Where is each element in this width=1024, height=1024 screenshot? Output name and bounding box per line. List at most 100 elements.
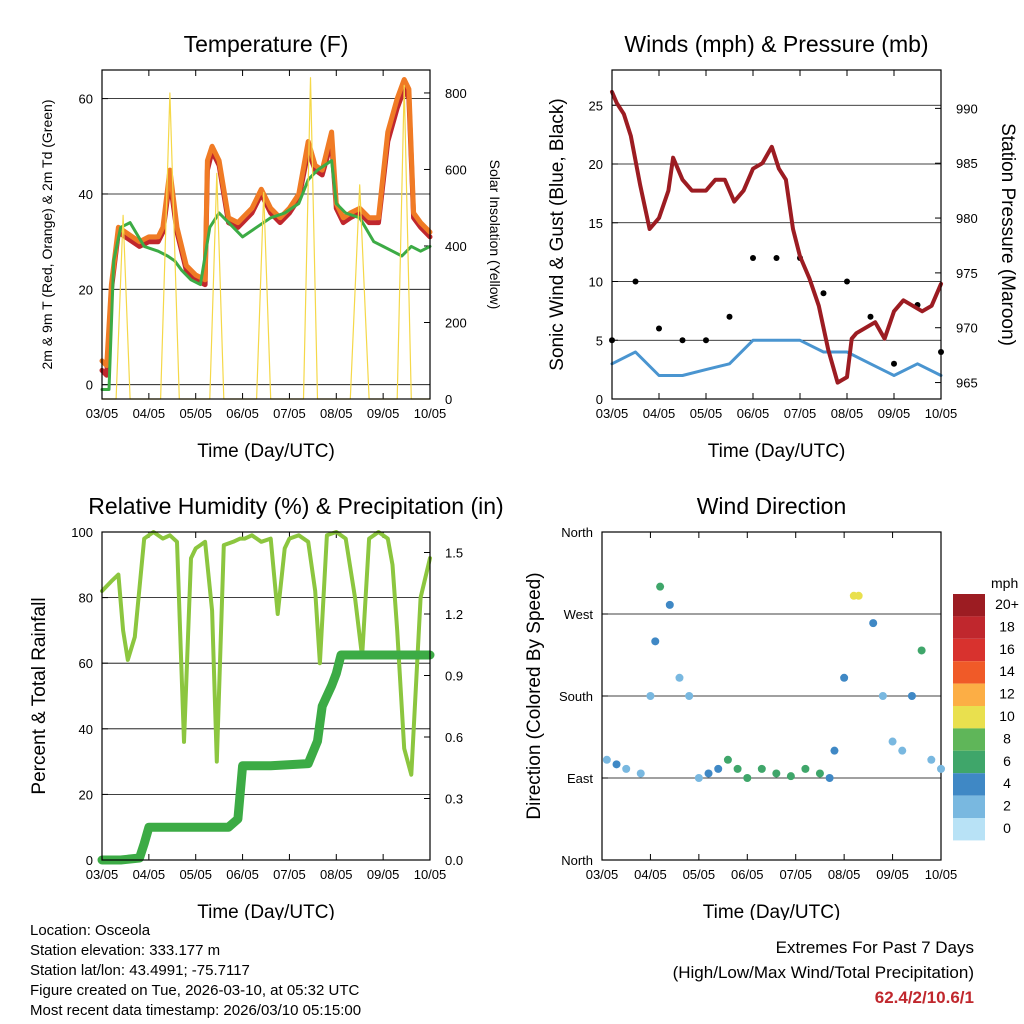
created-text: Figure created on Tue, 2026-03-10, at 05… (30, 982, 360, 999)
data-point (820, 290, 827, 297)
x-tick-label: 07/05 (784, 406, 817, 421)
legend-swatch (953, 594, 985, 617)
x-tick-label: 06/05 (731, 867, 764, 882)
data-point (636, 769, 645, 778)
x-tick-label: 10/05 (414, 406, 447, 421)
legend-title: mph (991, 575, 1018, 591)
series-relative-humidity (100, 530, 432, 777)
data-point (937, 764, 945, 773)
series-gust (609, 255, 944, 367)
y-tick-label: 25 (589, 98, 603, 113)
location-text: Location: Osceola (30, 922, 151, 939)
y-right-tick-label: 0.6 (445, 730, 463, 745)
x-tick-label: 05/05 (179, 867, 212, 882)
data-point (773, 255, 780, 261)
x-tick-label: 10/05 (414, 867, 447, 882)
y-right-tick-label: 800 (445, 86, 467, 101)
x-tick-label: 07/05 (779, 867, 812, 882)
data-point (704, 769, 713, 778)
x-tick-label: 04/05 (133, 406, 166, 421)
y-axis-label: Sonic Wind & Gust (Blue, Black) (547, 98, 568, 370)
series-sonic-wind (610, 338, 943, 377)
data-point (750, 255, 756, 261)
y-tick-label: 0 (86, 853, 93, 868)
extremes-box: Extremes For Past 7 Days (High/Low/Max W… (673, 935, 974, 1010)
x-tick-label: 03/05 (86, 406, 119, 421)
y-right-tick-label: 975 (956, 266, 978, 281)
data-point (714, 764, 723, 773)
x-tick-label: 09/05 (367, 867, 400, 882)
y-tick-label: 0 (596, 392, 603, 407)
y-right-tick-label: 1.2 (445, 607, 463, 622)
data-point (685, 692, 694, 700)
y-tick-label: 60 (79, 92, 93, 107)
data-point (694, 774, 703, 782)
y-tick-label: 10 (589, 275, 603, 290)
x-tick-label: 06/05 (226, 406, 259, 421)
x-axis-label: Time (Day/UTC) (197, 441, 335, 462)
latlon-text: Station lat/lon: 43.4991; -75.7117 (30, 962, 250, 979)
data-point (646, 692, 655, 700)
legend-label: 4 (1003, 775, 1011, 791)
y-right-tick-label: 1.5 (445, 546, 463, 561)
series-total-precipitation (97, 650, 435, 865)
legend-label: 6 (1003, 753, 1011, 769)
x-tick-label: 04/05 (643, 406, 676, 421)
x-axis-label: Time (Day/UTC) (708, 441, 846, 462)
plot-frame (611, 69, 942, 400)
x-tick-label: 06/05 (737, 406, 770, 421)
x-tick-label: 03/05 (586, 867, 619, 882)
extremes-subtitle: (High/Low/Max Wind/Total Precipitation) (672, 963, 974, 982)
temperature-panel: Temperature (F)0204060020040060080003/05… (39, 31, 503, 462)
winds-pressure-panel: Winds (mph) & Pressure (mb) 0 5 10 15 20 25 965… (547, 31, 1018, 462)
y-right-axis-label: Station Pressure (Maroon) (997, 123, 1018, 346)
y-tick-label: 80 (79, 591, 93, 606)
chart-title: Wind Direction (697, 493, 847, 519)
x-axis-label: Time (Day/UTC) (197, 902, 335, 920)
data-point (854, 591, 863, 600)
y-right-tick-label: 600 (445, 162, 467, 177)
humidity-precip-panel: Relative Humidity (%) & Precipitation (i… (29, 493, 504, 920)
data-point (801, 764, 810, 773)
legend-swatch (953, 616, 985, 639)
data-point (772, 769, 781, 778)
data-point (815, 769, 824, 778)
data-point (703, 337, 709, 344)
data-point (891, 360, 897, 367)
series-2m-t (99, 86, 433, 378)
series-9m-t (99, 77, 433, 369)
y-tick-label: South (559, 689, 593, 704)
y-right-tick-label: 985 (956, 156, 978, 171)
x-tick-label: 05/05 (690, 406, 723, 421)
y-axis-label: Direction (Colored By Speed) (524, 572, 545, 819)
chart-title: Relative Humidity (%) & Precipitation (i… (88, 493, 503, 519)
data-point (679, 337, 686, 344)
y-tick-label: East (567, 771, 593, 786)
elevation-text: Station elevation: 333.177 m (30, 942, 221, 959)
y-tick-label: West (564, 607, 594, 622)
data-point (878, 692, 887, 700)
y-tick-label: 5 (596, 333, 603, 348)
series-2m-td (100, 159, 432, 391)
data-point (757, 764, 766, 773)
y-tick-label: North (561, 525, 593, 540)
data-point (651, 637, 660, 646)
data-point (723, 755, 732, 764)
y-right-tick-label: 0 (445, 392, 452, 407)
y-tick-label: 40 (79, 187, 93, 202)
legend-swatch (953, 795, 985, 818)
data-point (656, 325, 662, 332)
data-point (612, 760, 621, 769)
plot-frame (101, 69, 431, 400)
x-tick-label: 05/05 (683, 867, 716, 882)
data-point (656, 582, 665, 591)
x-tick-label: 09/05 (367, 406, 400, 421)
data-point (927, 755, 936, 764)
speed-legend: mph 20+ 18 16 14 12 10 8 6 4 2 0 (953, 575, 1019, 841)
y-right-tick-label: 980 (956, 211, 978, 226)
station-info: Location: Osceola Station elevation: 333… (30, 921, 361, 1021)
y-right-tick-label: 990 (956, 101, 978, 116)
x-tick-label: 07/05 (273, 406, 306, 421)
x-tick-label: 04/05 (634, 867, 667, 882)
x-tick-label: 03/05 (596, 406, 629, 421)
